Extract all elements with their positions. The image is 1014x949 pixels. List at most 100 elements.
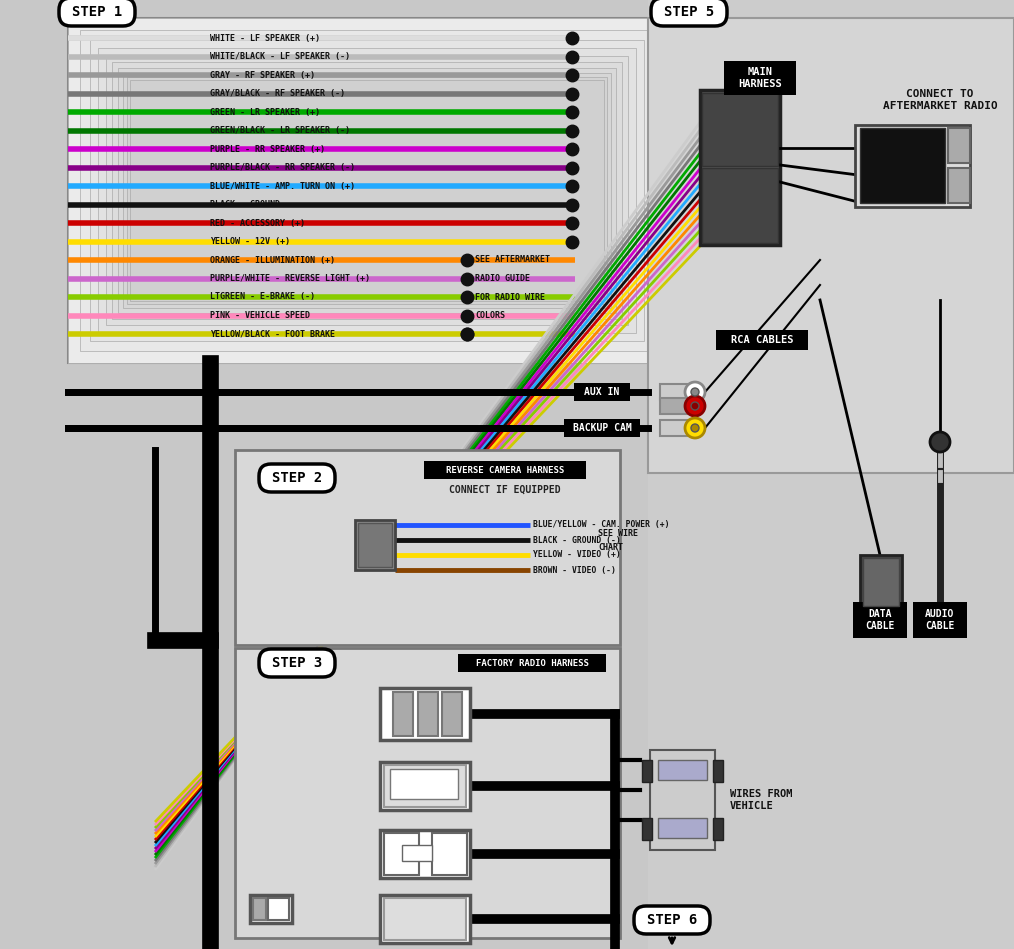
Bar <box>853 602 907 638</box>
Text: GRAY - RF SPEAKER (+): GRAY - RF SPEAKER (+) <box>210 70 315 80</box>
Bar <box>913 602 967 638</box>
FancyBboxPatch shape <box>651 0 727 26</box>
Bar <box>90 40 644 341</box>
Circle shape <box>930 432 950 452</box>
Text: REVERSE CAMERA HARNESS: REVERSE CAMERA HARNESS <box>446 466 564 474</box>
Text: PURPLE/BLACK - RR SPEAKER (-): PURPLE/BLACK - RR SPEAKER (-) <box>210 163 355 172</box>
Text: PINK - VEHICLE SPEED: PINK - VEHICLE SPEED <box>210 311 310 320</box>
FancyBboxPatch shape <box>59 0 135 26</box>
Text: WHITE - LF SPEAKER (+): WHITE - LF SPEAKER (+) <box>210 33 320 43</box>
Bar <box>68 18 666 363</box>
Bar <box>380 895 470 943</box>
Bar <box>713 818 723 840</box>
Bar <box>118 68 615 313</box>
Text: BLACK - GROUND: BLACK - GROUND <box>210 200 280 209</box>
Bar <box>642 818 652 840</box>
Text: CHART: CHART <box>598 544 623 552</box>
Text: SEE WIRE: SEE WIRE <box>598 529 638 537</box>
Circle shape <box>691 424 699 432</box>
Bar <box>235 648 620 938</box>
Bar <box>660 420 690 436</box>
Bar <box>68 18 666 363</box>
Bar <box>106 56 628 325</box>
Circle shape <box>685 418 705 438</box>
Text: YELLOW/BLACK - FOOT BRAKE: YELLOW/BLACK - FOOT BRAKE <box>210 329 335 339</box>
Bar <box>658 818 707 838</box>
Bar <box>98 48 636 333</box>
Text: PURPLE/WHITE - REVERSE LIGHT (+): PURPLE/WHITE - REVERSE LIGHT (+) <box>210 274 370 283</box>
Text: CONNECT IF EQUIPPED: CONNECT IF EQUIPPED <box>449 485 561 495</box>
Bar <box>724 61 796 95</box>
Bar <box>384 765 466 807</box>
Bar <box>948 168 970 203</box>
Bar <box>860 128 945 203</box>
Text: RADIO GUIDE: RADIO GUIDE <box>475 274 530 283</box>
Text: STEP 2: STEP 2 <box>272 471 322 485</box>
Text: WIRES FROM
VEHICLE: WIRES FROM VEHICLE <box>730 790 793 810</box>
Bar <box>355 520 395 570</box>
Text: FOR RADIO WIRE: FOR RADIO WIRE <box>475 292 545 302</box>
Bar <box>700 90 780 245</box>
Bar <box>702 93 778 166</box>
Circle shape <box>691 388 699 396</box>
Text: BACKUP CAM: BACKUP CAM <box>573 423 632 433</box>
Bar <box>380 688 470 740</box>
Text: STEP 5: STEP 5 <box>664 5 714 19</box>
Bar <box>860 555 902 610</box>
Bar <box>564 419 640 437</box>
Bar <box>863 558 899 606</box>
Text: RCA CABLES: RCA CABLES <box>731 335 793 345</box>
Text: RED - ACCESSORY (+): RED - ACCESSORY (+) <box>210 218 305 228</box>
Bar <box>650 750 715 850</box>
Bar <box>402 845 432 861</box>
Bar <box>442 692 462 736</box>
Bar <box>250 895 292 923</box>
Text: STEP 1: STEP 1 <box>72 5 122 19</box>
Circle shape <box>685 382 705 402</box>
Text: GREEN/BLACK - LR SPEAKER (-): GREEN/BLACK - LR SPEAKER (-) <box>210 126 350 135</box>
Bar <box>716 330 808 350</box>
Bar <box>380 762 470 810</box>
Bar <box>80 30 654 351</box>
Text: YELLOW - VIDEO (+): YELLOW - VIDEO (+) <box>533 550 621 560</box>
Bar <box>658 760 707 780</box>
Bar <box>380 830 470 878</box>
Bar <box>112 62 622 319</box>
Text: DATA
CABLE: DATA CABLE <box>865 609 894 631</box>
Text: GREEN - LR SPEAKER (+): GREEN - LR SPEAKER (+) <box>210 107 320 117</box>
Text: BLUE/WHITE - AMP. TURN ON (+): BLUE/WHITE - AMP. TURN ON (+) <box>210 181 355 191</box>
Bar <box>68 18 666 363</box>
Circle shape <box>685 396 705 416</box>
Text: AUDIO
CABLE: AUDIO CABLE <box>926 609 955 631</box>
Bar <box>384 833 419 875</box>
Bar <box>268 898 289 920</box>
Text: PURPLE - RR SPEAKER (+): PURPLE - RR SPEAKER (+) <box>210 144 325 154</box>
Text: LTGREEN - E-BRAKE (-): LTGREEN - E-BRAKE (-) <box>210 292 315 302</box>
Text: BROWN - VIDEO (-): BROWN - VIDEO (-) <box>533 566 615 574</box>
Bar <box>855 125 970 207</box>
Bar <box>393 692 413 736</box>
Bar <box>384 898 466 940</box>
Bar <box>702 168 778 243</box>
Text: STEP 3: STEP 3 <box>272 656 322 670</box>
Bar <box>390 769 458 799</box>
Bar <box>458 654 606 672</box>
Bar <box>648 18 1014 473</box>
Bar <box>660 398 690 414</box>
Text: CONNECT TO
AFTERMARKET RADIO: CONNECT TO AFTERMARKET RADIO <box>882 89 998 111</box>
Text: YELLOW - 12V (+): YELLOW - 12V (+) <box>210 237 290 246</box>
Bar <box>254 898 266 920</box>
Text: FACTORY RADIO HARNESS: FACTORY RADIO HARNESS <box>476 659 588 667</box>
Bar <box>642 760 652 782</box>
Text: BLACK - GROUND (-): BLACK - GROUND (-) <box>533 535 621 545</box>
Bar <box>130 80 604 301</box>
Text: GRAY/BLACK - RF SPEAKER (-): GRAY/BLACK - RF SPEAKER (-) <box>210 89 345 98</box>
Text: ORANGE - ILLUMINATION (+): ORANGE - ILLUMINATION (+) <box>210 255 335 265</box>
FancyBboxPatch shape <box>259 649 335 677</box>
Text: STEP 6: STEP 6 <box>647 913 698 927</box>
Text: MAIN
HARNESS: MAIN HARNESS <box>738 67 782 89</box>
Bar <box>432 833 467 875</box>
Text: AUX IN: AUX IN <box>584 387 620 397</box>
Text: BLUE/YELLOW - CAM. POWER (+): BLUE/YELLOW - CAM. POWER (+) <box>533 520 669 530</box>
FancyBboxPatch shape <box>259 464 335 492</box>
